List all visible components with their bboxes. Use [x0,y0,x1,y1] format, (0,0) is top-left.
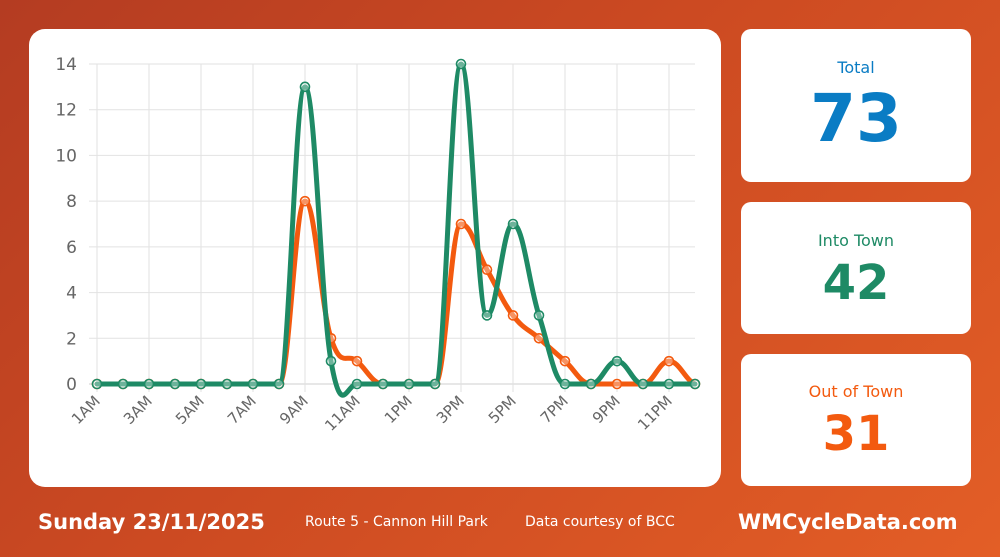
x-tick-label: 3AM [120,392,156,428]
data-point[interactable] [169,378,181,390]
data-point[interactable] [663,355,675,367]
data-point[interactable] [611,378,623,390]
data-point[interactable] [299,195,311,207]
out-of-town-label: Out of Town [808,382,904,401]
x-tick-label: 9PM [589,392,624,427]
x-tick-label: 5AM [172,392,208,428]
data-point[interactable] [637,378,649,390]
data-point[interactable] [585,378,597,390]
y-tick-label: 0 [66,375,77,395]
data-point[interactable] [507,218,519,230]
into-town-card: Into Town 42 [741,202,971,334]
out-of-town-value: 31 [822,406,890,462]
x-tick-label: 3PM [433,392,468,427]
y-tick-label: 6 [66,238,77,258]
data-point[interactable] [533,310,545,321]
data-point[interactable] [247,378,259,390]
data-point[interactable] [351,355,363,367]
total-label: Total [837,58,875,77]
data-point[interactable] [403,378,415,390]
x-tick-label: 7PM [537,392,572,427]
x-tick-label: 7AM [224,392,260,428]
series-into-town [91,58,701,398]
data-point[interactable] [351,378,363,390]
out-of-town-card: Out of Town 31 [741,354,971,486]
data-point[interactable] [559,355,571,367]
x-tick-label: 11PM [634,392,676,434]
x-tick-label: 1AM [68,392,104,428]
data-point[interactable] [429,378,441,390]
data-point[interactable] [689,378,701,390]
data-point[interactable] [143,378,155,390]
data-point[interactable] [91,378,103,390]
y-tick-label: 8 [66,192,77,212]
date-label: Sunday 23/11/2025 [38,510,265,534]
data-point[interactable] [117,378,129,390]
footer: Sunday 23/11/2025 Route 5 - Cannon Hill … [0,497,1000,549]
data-point[interactable] [559,378,571,390]
data-point[interactable] [455,58,467,70]
data-point[interactable] [455,218,467,230]
y-tick-label: 12 [55,101,77,121]
x-tick-label: 9AM [276,392,312,428]
hourly-line-chart: 0 2 4 6 8 10 12 14 1AM 3AM 5AM 7AM 9AM 11AM 1PM 3PM 5PM 7… [55,55,701,435]
y-tick-label: 4 [66,284,77,304]
data-point[interactable] [507,310,519,321]
data-point[interactable] [221,378,233,390]
y-tick-label: 2 [66,329,77,349]
total-card: Total 73 [741,29,971,182]
data-point[interactable] [663,378,675,390]
x-tick-label: 5PM [485,392,520,427]
data-point[interactable] [195,378,207,390]
data-point[interactable] [611,355,623,367]
y-tick-label: 14 [55,55,77,75]
x-tick-label: 11AM [321,392,364,435]
data-point[interactable] [325,355,337,367]
series-line [94,61,698,398]
into-town-label: Into Town [817,231,895,250]
data-point[interactable] [273,378,285,390]
route-label: Route 5 - Cannon Hill Park [305,514,488,530]
x-tick-label: 1PM [381,392,416,427]
data-point[interactable] [533,332,545,344]
data-point[interactable] [377,378,389,390]
data-point[interactable] [299,81,311,93]
credit-label: Data courtesy of BCC [525,514,675,530]
y-tick-label: 10 [55,146,77,166]
data-point[interactable] [481,310,493,321]
site-label: WMCycleData.com [738,510,958,534]
into-town-value: 42 [822,255,890,311]
data-point[interactable] [481,264,493,276]
chart-card: 0 2 4 6 8 10 12 14 1AM 3AM 5AM 7AM 9AM 11AM 1PM 3PM 5PM 7… [29,29,721,487]
total-value: 73 [810,80,902,157]
